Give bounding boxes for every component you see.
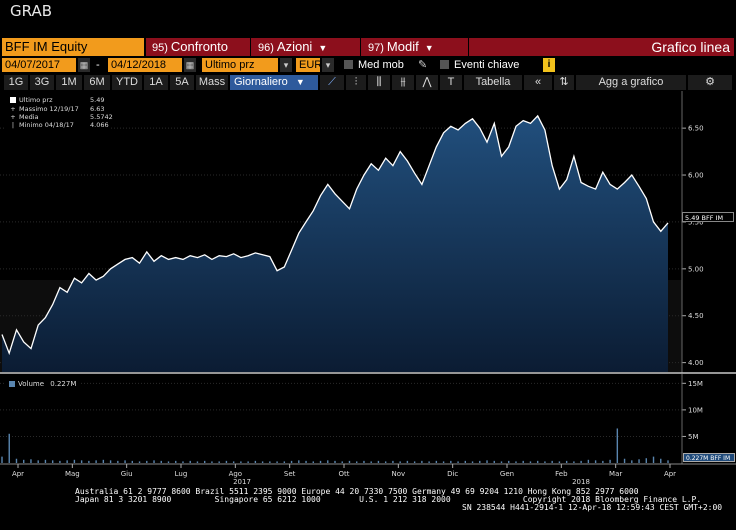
legend-row-min: | Minimo 04/18/17 4.066 [11, 121, 109, 129]
window-title: GRAB [10, 2, 52, 20]
calendar-icon[interactable]: ▦ [78, 58, 90, 72]
security-field[interactable]: BFF IM Equity [2, 38, 144, 56]
x-month-label: Apr [664, 470, 676, 478]
price-tick-label: 6.00 [688, 172, 704, 180]
price-tick-label: 4.00 [688, 359, 704, 367]
period-button-1a[interactable]: 1A [144, 75, 168, 90]
price-chart[interactable]: 4.00 4.50 5.00 5.50 6.00 6.50 5M 10M 15M Apr Mag… [0, 91, 736, 487]
mean-marker-icon: + [10, 113, 16, 121]
currency-field[interactable]: EUR [296, 58, 322, 72]
start-date-field[interactable]: 04/07/2017 [2, 58, 76, 72]
chart-type-title: Grafico linea [651, 39, 730, 55]
menu-divider [468, 38, 469, 56]
volume-bars [1, 428, 669, 463]
max-marker-icon: + [10, 105, 16, 113]
x-month-label: Mag [65, 470, 80, 478]
moving-average-label: Med mob [358, 59, 404, 71]
date-separator: - [96, 59, 100, 71]
line-chart-icon[interactable]: ⟋ [320, 75, 344, 90]
series-swatch [9, 381, 15, 387]
series-swatch [10, 97, 16, 103]
chevron-down-icon: ▼ [318, 43, 328, 53]
gear-icon[interactable]: ⚙ [688, 75, 732, 90]
price-tick-label: 4.50 [688, 312, 704, 320]
volume-tick-label: 10M [688, 406, 703, 414]
x-month-label: Giu [121, 470, 133, 478]
price-tick-label: 5.50 [688, 218, 704, 226]
price-y-axis: 4.00 4.50 5.00 5.50 6.00 6.50 [681, 91, 704, 373]
period-button-1m[interactable]: 1M [56, 75, 82, 90]
x-month-label: Ott [339, 470, 350, 478]
mountain-chart-icon[interactable]: ⋀ [416, 75, 438, 90]
period-button-ytd[interactable]: YTD [112, 75, 142, 90]
legend-row-mean: + Media 5.5742 [10, 113, 113, 121]
x-month-label: Nov [391, 470, 405, 478]
actions-menu[interactable]: 96) Azioni ▼ [258, 39, 328, 54]
field-select[interactable]: Ultimo prz [202, 58, 278, 72]
x-month-label: Dic [447, 470, 458, 478]
legend-row-max: + Massimo 12/19/17 6.63 [10, 105, 105, 113]
volume-gridlines [0, 382, 682, 437]
end-date-field[interactable]: 04/12/2018 [108, 58, 182, 72]
chevron-down-icon: ▼ [424, 43, 434, 53]
ohlc-chart-icon[interactable]: ⫵ [392, 75, 414, 90]
x-axis: Apr Mag Giu Lug Ago Set Ott Nov Dic Gen Feb Mar Apr 2… [12, 464, 676, 486]
price-line [1, 114, 669, 356]
footer-contacts-line2: Japan 81 3 3201 8900 Singapore 65 6212 1… [75, 495, 702, 504]
add-to-chart-button[interactable]: Agg a grafico [576, 75, 686, 90]
compare-menu[interactable]: 95) Confronto [152, 39, 228, 54]
calendar-icon[interactable]: ▦ [184, 58, 196, 72]
period-button-3g[interactable]: 3G [30, 75, 54, 90]
last-price-badge: 5.49 BFF IM [682, 212, 734, 222]
x-month-label: Ago [229, 470, 243, 478]
collapse-icon[interactable]: « [524, 75, 552, 90]
key-events-checkbox[interactable] [440, 60, 449, 69]
frequency-select[interactable]: Giornaliero ▼ [230, 75, 318, 90]
chevron-down-icon: ▼ [295, 77, 305, 87]
period-button-max[interactable]: Mass [196, 75, 228, 90]
x-year-label: 2018 [572, 478, 590, 486]
period-button-5a[interactable]: 5A [170, 75, 194, 90]
bar-chart-icon[interactable]: ⫼ [368, 75, 390, 90]
footer-contacts-line1: Australia 61 2 9777 8600 Brazil 5511 239… [75, 487, 639, 496]
pencil-icon[interactable]: ✎ [418, 59, 428, 71]
chevron-down-icon[interactable]: ▾ [280, 58, 292, 72]
footer-session-info: SN 238544 H441-2914-1 12-Apr-18 12:59:43… [462, 503, 723, 512]
period-button-6m[interactable]: 6M [84, 75, 110, 90]
table-button[interactable]: Tabella [464, 75, 522, 90]
volume-legend: Volume 0.227M [6, 379, 80, 389]
price-legend: Ultimo prz 5.49 + Massimo 12/19/17 6.63 +… [6, 94, 113, 132]
last-volume-badge: 0.227M BFF IM [683, 453, 735, 462]
price-tick-label: 6.50 [688, 125, 704, 133]
x-month-label: Lug [175, 470, 188, 478]
x-month-label: Set [284, 470, 296, 478]
legend-row-last: Ultimo prz 5.49 [10, 96, 104, 104]
volume-y-axis: 5M 10M 15M [681, 374, 703, 464]
function-bar: 95) Confronto 96) Azioni ▼ 97) Modif ▼ Grafic… [146, 38, 734, 56]
period-button-1g[interactable]: 1G [4, 75, 28, 90]
candle-chart-icon[interactable]: ⫶ [346, 75, 366, 90]
key-events-label: Eventi chiave [454, 59, 520, 71]
x-month-label: Gen [500, 470, 514, 478]
x-month-label: Mar [609, 470, 622, 478]
price-area [2, 115, 668, 373]
min-marker-icon: | [11, 121, 15, 129]
moving-average-checkbox[interactable] [344, 60, 353, 69]
chevron-down-icon[interactable]: ▾ [322, 58, 334, 72]
volume-tick-label: 5M [688, 433, 699, 441]
price-tick-label: 5.00 [688, 265, 704, 273]
volume-tick-label: 15M [688, 380, 703, 388]
menu-divider [250, 38, 251, 56]
modify-menu[interactable]: 97) Modif ▼ [368, 39, 434, 54]
text-annotation-icon[interactable]: T [440, 75, 462, 90]
info-icon[interactable]: i [543, 58, 555, 72]
x-month-label: Feb [555, 470, 568, 478]
chart-add-icon[interactable]: ⇅ [554, 75, 574, 90]
menu-divider [360, 38, 361, 56]
x-year-label: 2017 [233, 478, 251, 486]
x-month-label: Apr [12, 470, 24, 478]
